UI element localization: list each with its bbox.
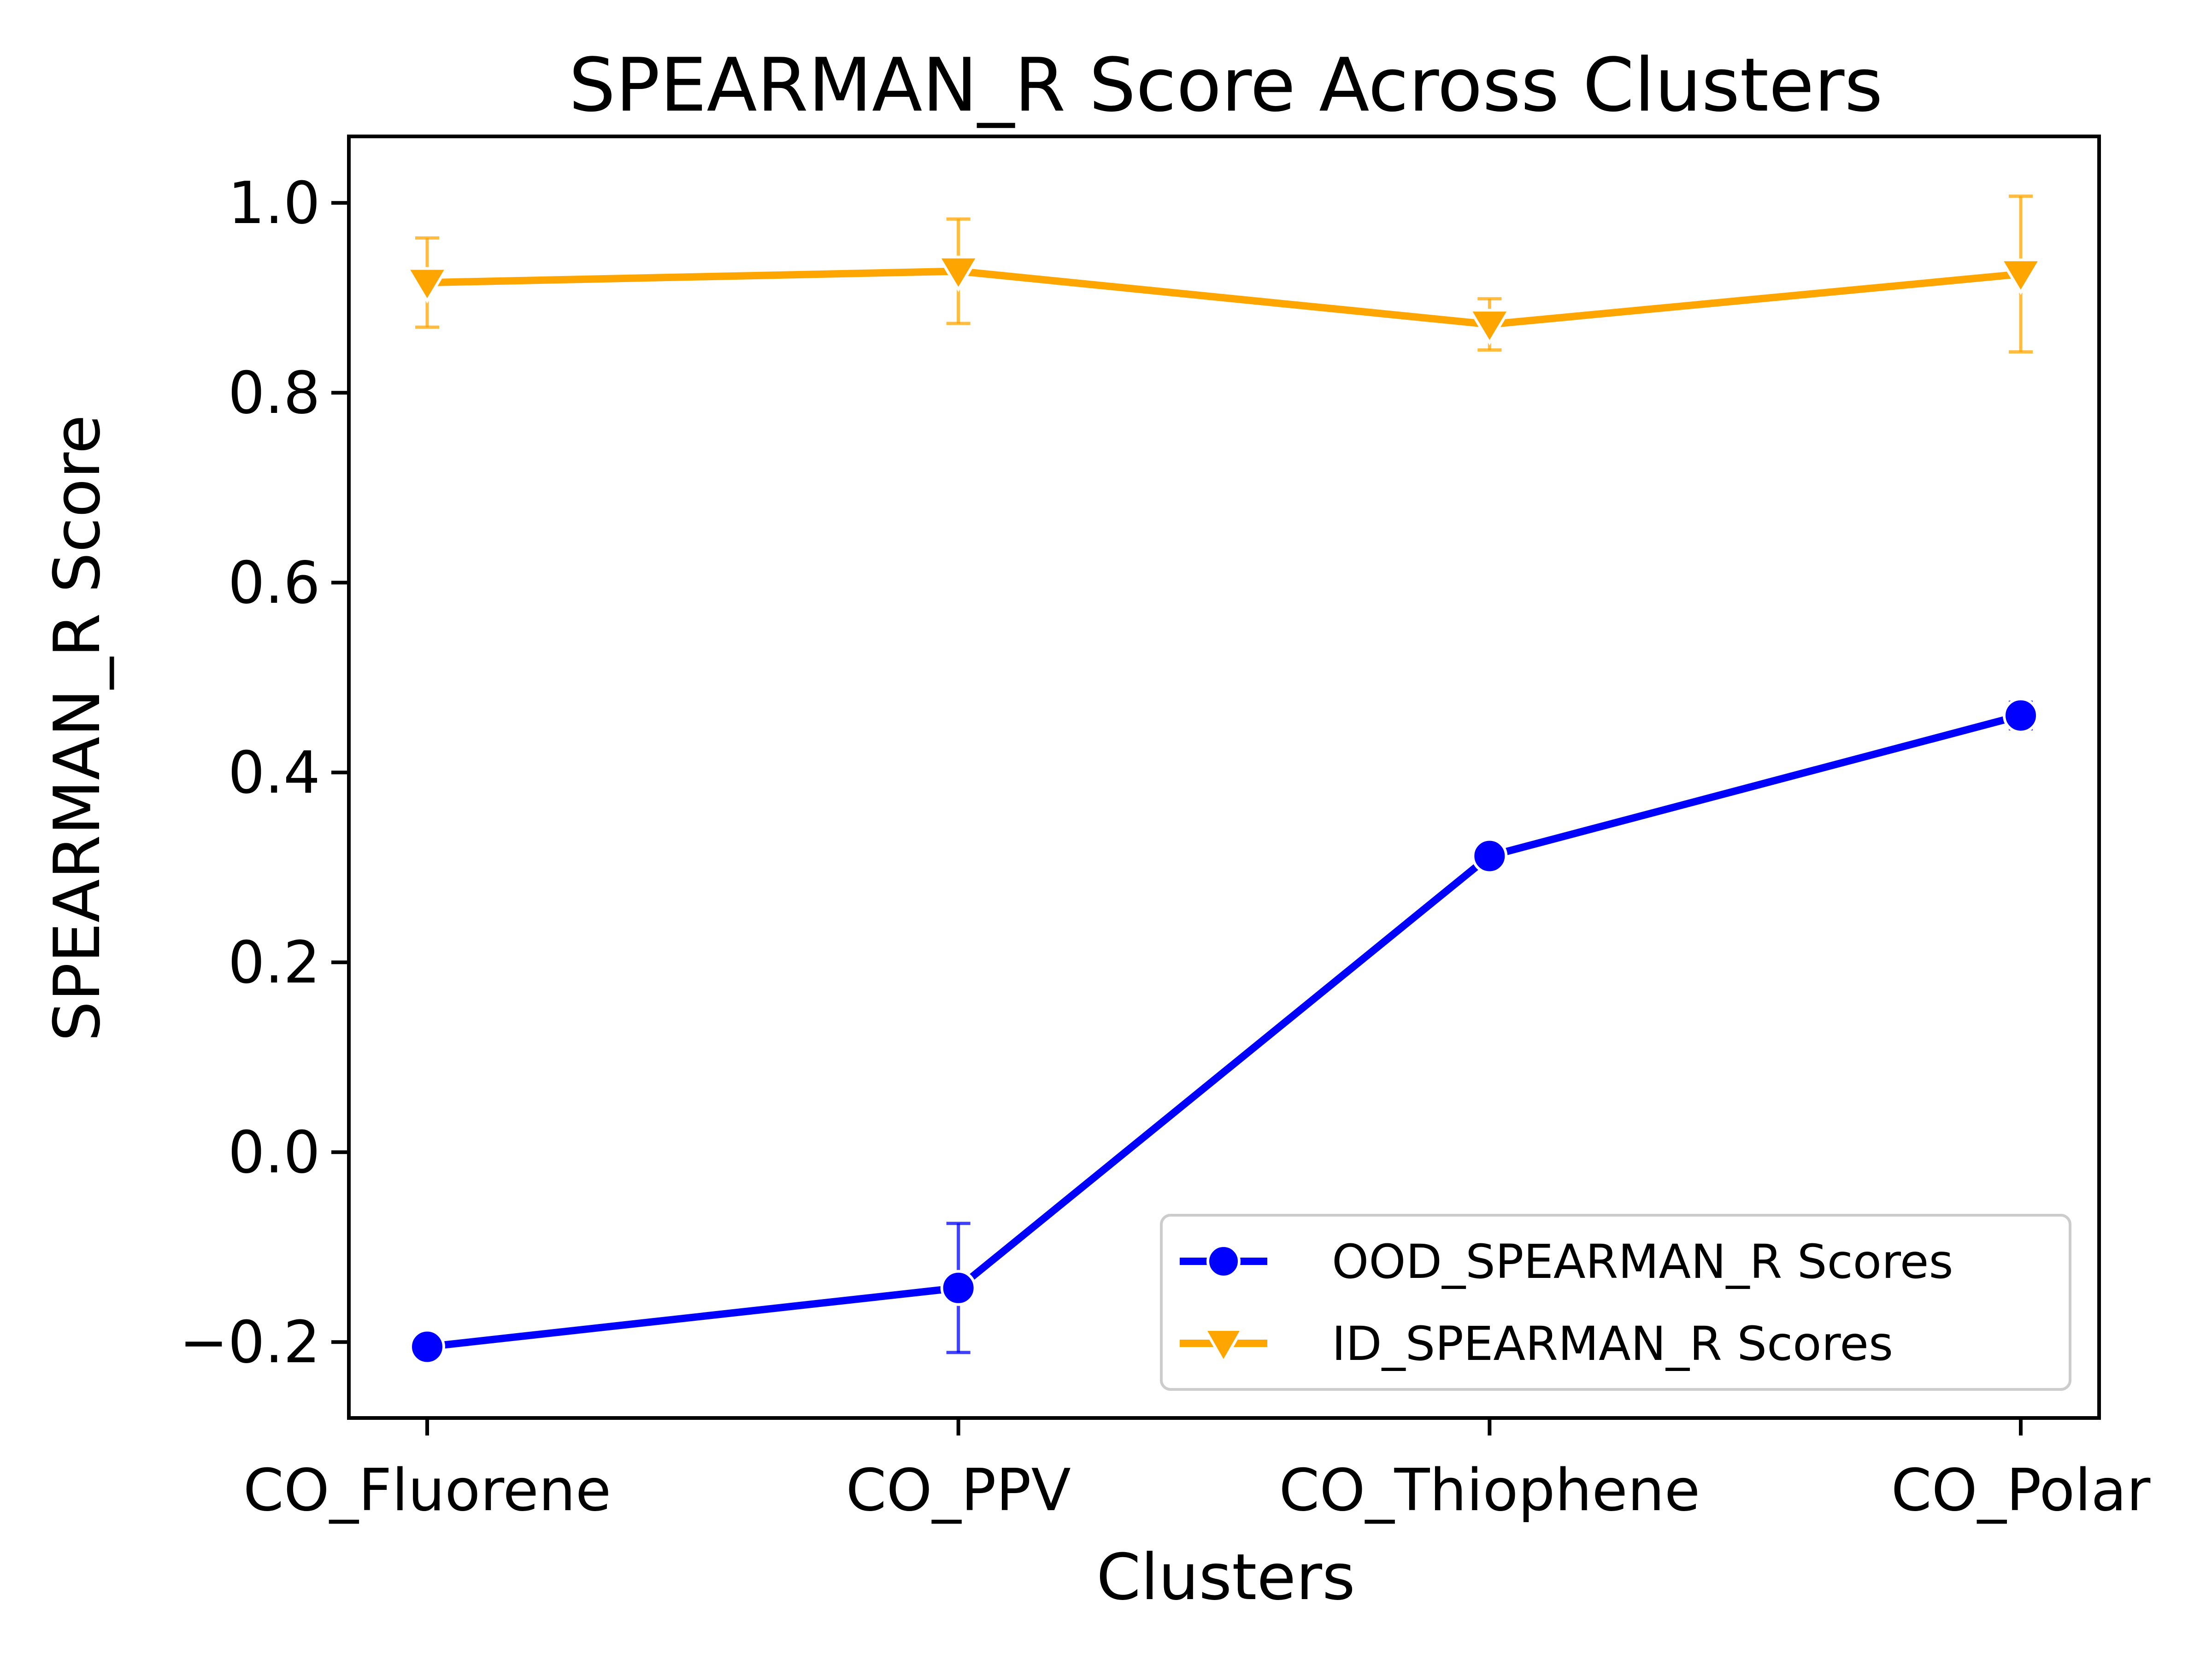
- y-tick-label: 0.4: [228, 739, 320, 806]
- legend-label-id: ID_SPEARMAN_R Scores: [1332, 1317, 1893, 1371]
- x-tick-label: CO_Thiophene: [1279, 1456, 1700, 1524]
- plot-area: −0.2 0.0 0.2 0.4 0.6 0.8 1.0 CO_Fluorene CO_PPV C…: [179, 135, 2151, 1524]
- ood-data-point: [940, 1270, 977, 1306]
- y-tick-label: 0.0: [228, 1118, 320, 1186]
- legend-box: [1160, 1214, 2071, 1391]
- x-tick-label: CO_PPV: [846, 1456, 1071, 1524]
- x-tick-label: CO_Fluorene: [243, 1456, 612, 1524]
- ood-series-line: [427, 712, 2022, 1351]
- id-data-point: [1999, 258, 2043, 295]
- y-tick-label: 1.0: [228, 169, 320, 237]
- legend-marker-ood: [1206, 1244, 1241, 1278]
- y-tick-label: −0.2: [179, 1308, 320, 1376]
- y-tick-label: 0.2: [228, 929, 320, 996]
- chart-title: SPEARMAN_R Score Across Clusters: [569, 42, 1883, 128]
- id-series-line: [427, 267, 2021, 328]
- id-data-point: [1468, 309, 1512, 346]
- x-axis-label: Clusters: [1096, 1540, 1355, 1614]
- plot-frame: [347, 135, 2101, 1420]
- id-data-point: [405, 267, 449, 304]
- legend-label-ood: OOD_SPEARMAN_R Scores: [1332, 1235, 1953, 1289]
- x-tick-label: CO_Polar: [1891, 1456, 2151, 1524]
- ood-data-point: [2003, 697, 2039, 734]
- y-axis-label: SPEARMAN_R Score: [40, 415, 114, 1041]
- ood-data-point: [1471, 838, 1508, 874]
- legend-marker-id: [1202, 1328, 1245, 1365]
- y-tick-label: 0.6: [228, 549, 320, 617]
- ood-data-point: [409, 1329, 445, 1365]
- y-tick-label: 0.8: [228, 359, 320, 427]
- id-data-point: [936, 255, 980, 292]
